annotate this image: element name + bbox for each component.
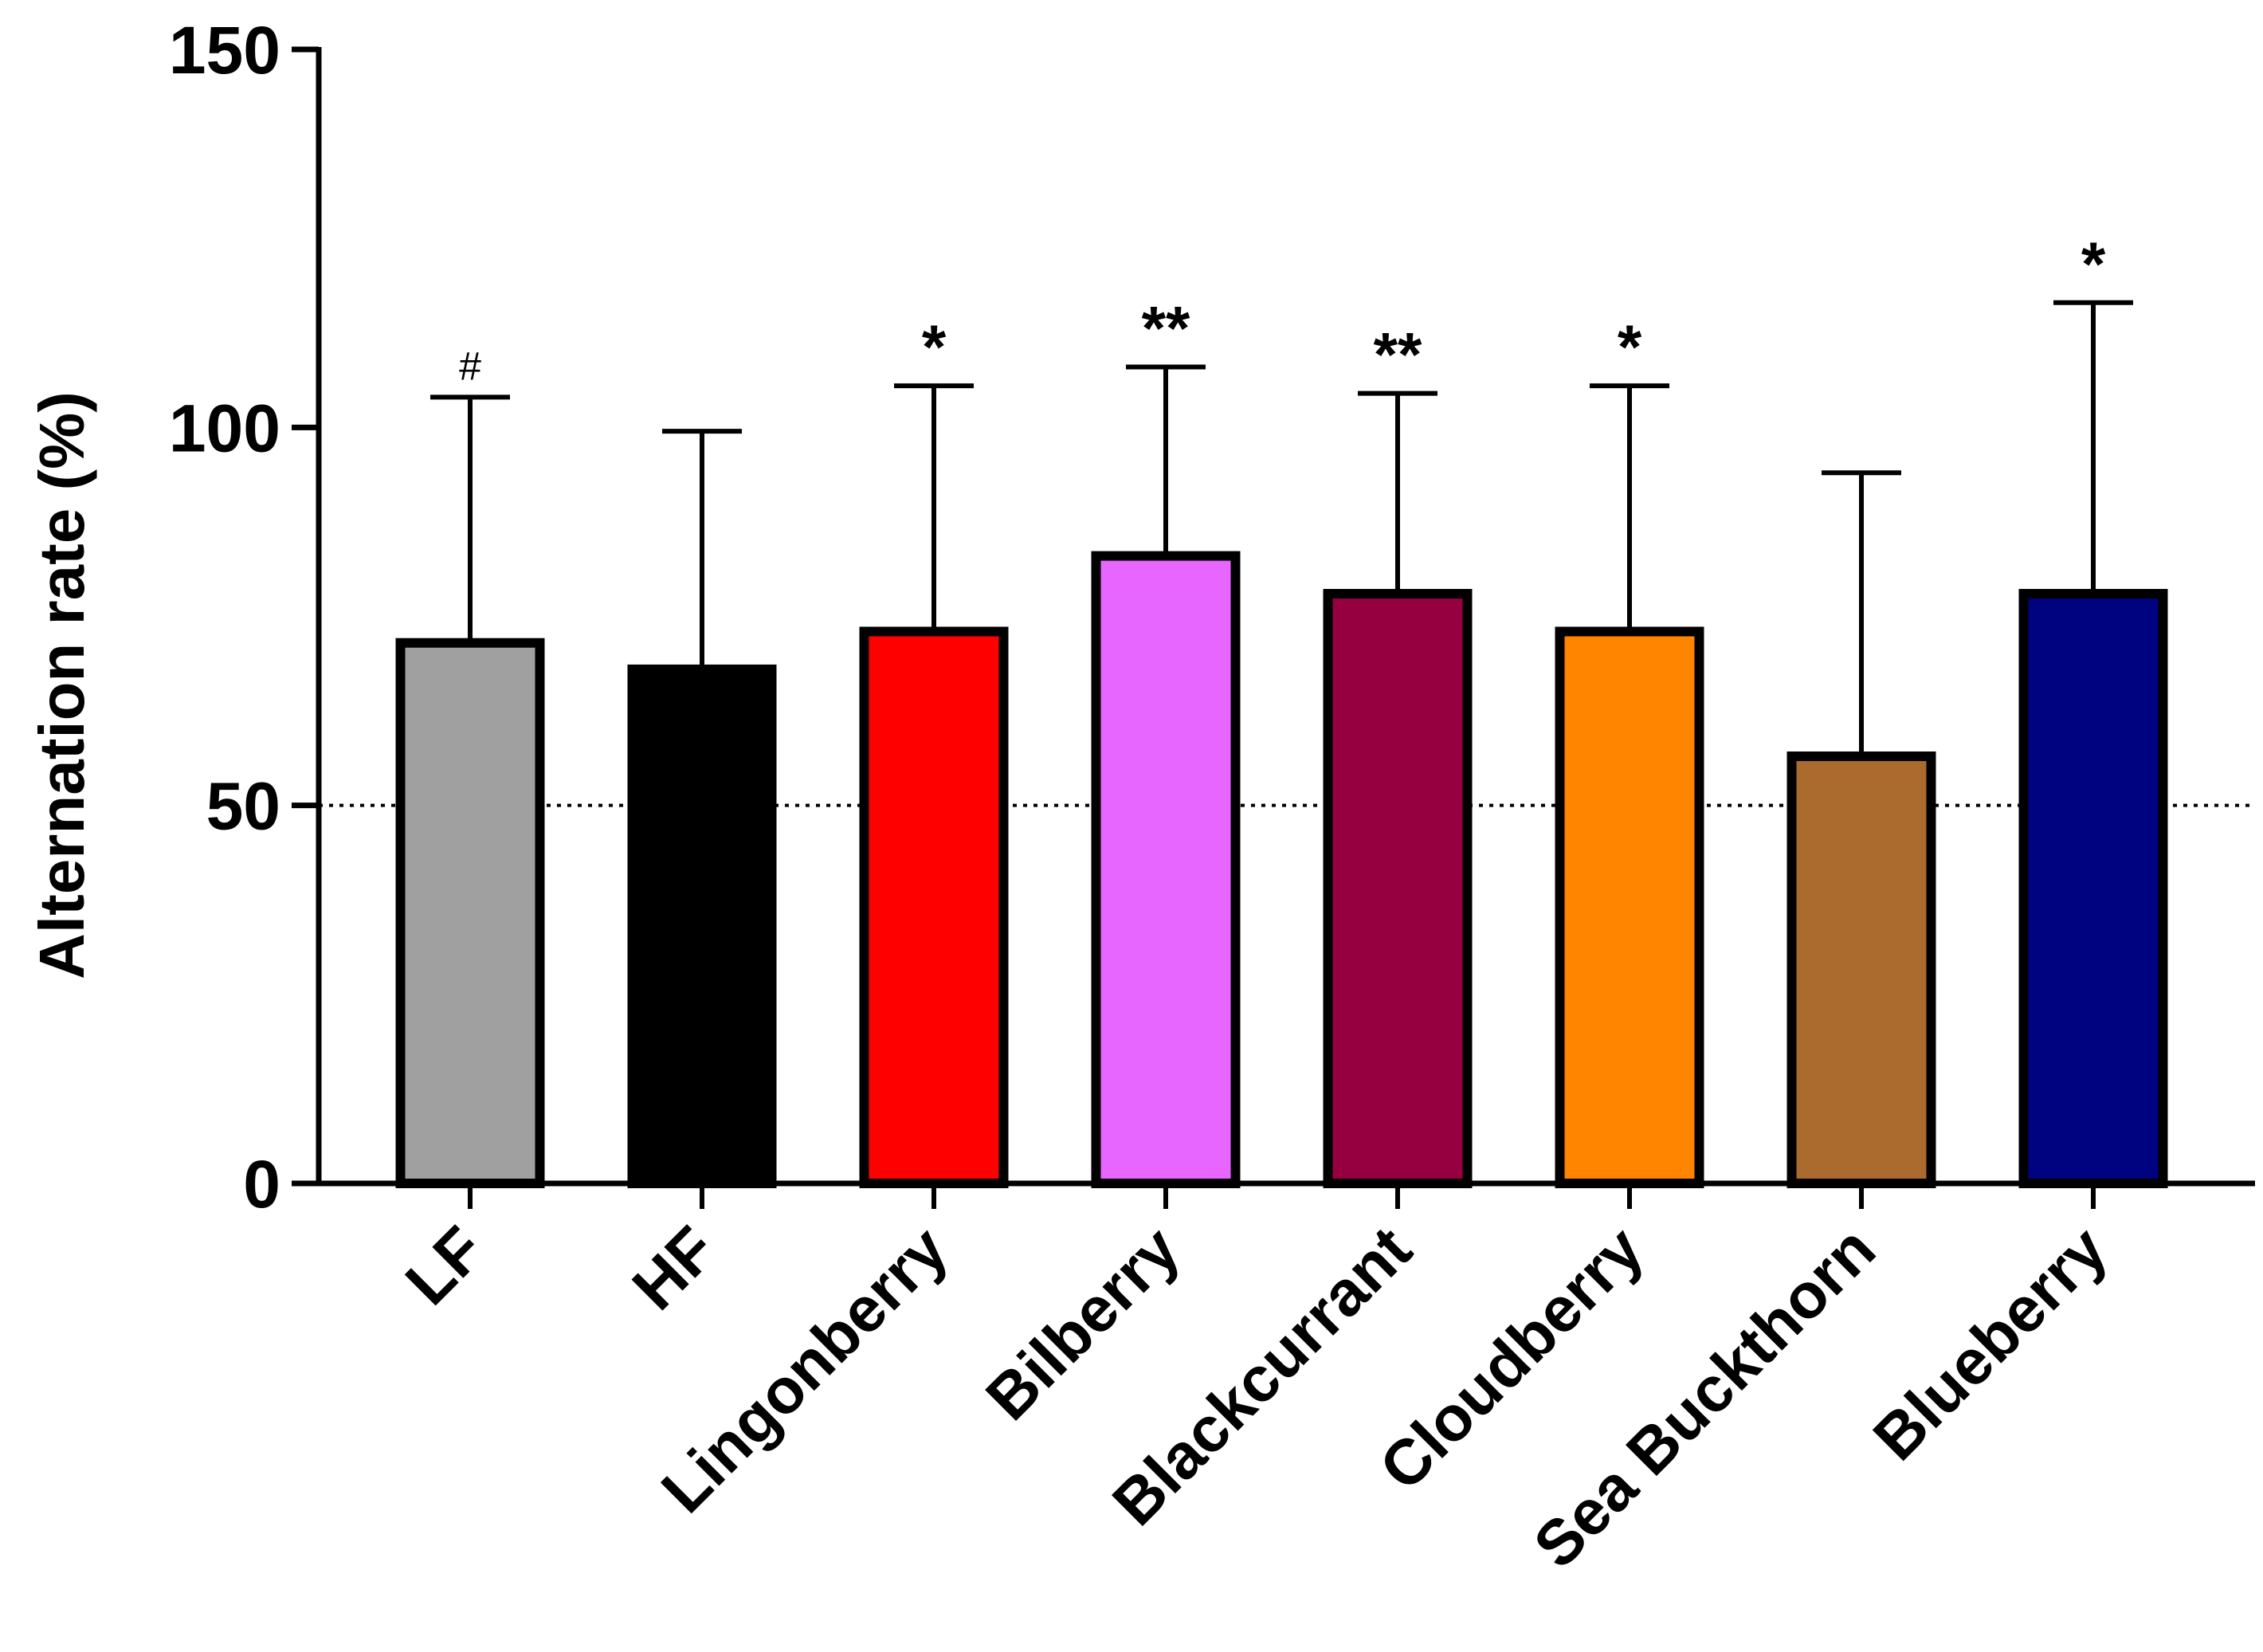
significance-label-7: * [2081,229,2106,299]
x-tick-label-3: Bilberry [972,1213,1193,1434]
bar-7 [2018,589,2168,1188]
y-tick-label-2: 100 [169,390,280,465]
bar-2 [859,626,1009,1188]
x-tick-label-1: HF [619,1213,729,1323]
y-tick-label-3: 150 [169,13,280,88]
x-tick-label-7: Blueberry [1860,1213,2120,1473]
bar-6 [1786,751,1936,1188]
y-tick-label-1: 50 [206,769,280,844]
significance-label-0: # [459,343,481,388]
y-tick-label-0: 0 [243,1147,280,1222]
bar-0 [395,638,545,1188]
significance-label-5: * [1618,312,1642,382]
axes-layer [292,46,2255,1209]
bar-1 [627,664,777,1188]
bars-layer [395,300,2168,1188]
bar-3 [1091,551,1241,1188]
bar-5 [1555,626,1704,1188]
significance-label-4: ** [1374,320,1422,390]
x-tick-label-0: LF [392,1213,497,1318]
significance-label-2: * [922,312,947,382]
bar-4 [1323,589,1473,1188]
y-axis-title: Alternation rate (%) [26,391,97,979]
significance-label-3: ** [1142,292,1190,363]
